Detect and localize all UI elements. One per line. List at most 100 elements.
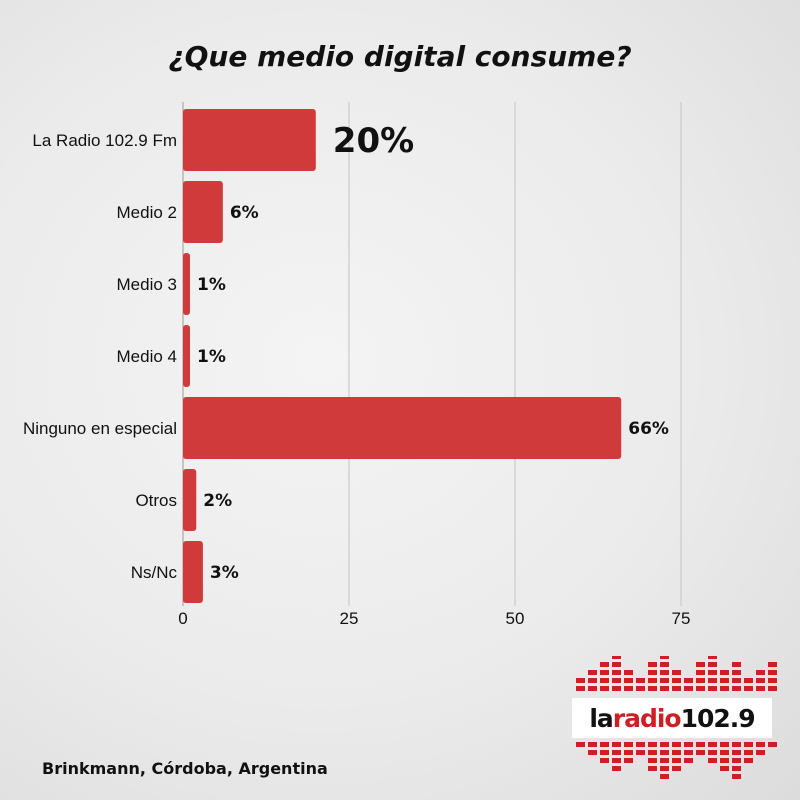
equalizer-block [624,742,633,747]
footer-location: Brinkmann, Córdoba, Argentina [42,759,328,778]
equalizer-block [684,742,693,747]
equalizer-block [732,758,741,763]
equalizer-block [648,678,657,683]
equalizer-block [648,662,657,667]
equalizer-block [588,750,597,755]
equalizer-block [600,758,609,763]
equalizer-block [576,686,585,691]
equalizer-block [624,750,633,755]
equalizer-block [744,758,753,763]
equalizer-block [612,750,621,755]
bar [183,469,197,531]
equalizer-block [708,758,717,763]
bar [183,397,622,459]
equalizer-block [600,742,609,747]
bar [183,541,203,603]
equalizer-block [660,654,669,659]
equalizer-block [672,678,681,683]
equalizer-block [648,766,657,771]
equalizer-block [708,670,717,675]
equalizer-graphic [576,654,777,779]
equalizer-block [624,758,633,763]
equalizer-block [696,750,705,755]
equalizer-block [576,742,585,747]
equalizer-block [696,670,705,675]
equalizer-block [660,766,669,771]
equalizer-block [768,742,777,747]
equalizer-block [576,678,585,683]
equalizer-block [720,742,729,747]
equalizer-block [660,758,669,763]
equalizer-block [684,678,693,683]
equalizer-block [768,670,777,675]
equalizer-block [732,750,741,755]
equalizer-block [612,670,621,675]
equalizer-block [696,686,705,691]
equalizer-block [684,750,693,755]
equalizer-block [624,678,633,683]
equalizer-block [612,678,621,683]
equalizer-block [600,686,609,691]
equalizer-block [684,686,693,691]
equalizer-block [732,670,741,675]
equalizer-block [636,742,645,747]
equalizer-block [612,662,621,667]
equalizer-block [672,670,681,675]
bar [183,181,223,243]
equalizer-block [732,686,741,691]
data-label: 20% [333,121,414,161]
equalizer-block [768,678,777,683]
equalizer-block [708,742,717,747]
category-label: Medio 4 [117,347,177,366]
category-label: Ns/Nc [131,563,178,582]
equalizer-block [732,662,741,667]
category-label: La Radio 102.9 Fm [32,131,177,150]
equalizer-block [720,750,729,755]
equalizer-block [660,678,669,683]
equalizer-block [600,678,609,683]
equalizer-block [660,686,669,691]
equalizer-block [756,750,765,755]
equalizer-block [720,678,729,683]
equalizer-block [624,670,633,675]
equalizer-block [600,662,609,667]
equalizer-block [708,750,717,755]
equalizer-block [648,670,657,675]
equalizer-block [672,742,681,747]
x-tick-label: 0 [178,609,187,628]
equalizer-block [708,662,717,667]
equalizer-block [636,750,645,755]
equalizer-block [720,766,729,771]
x-tick-label: 25 [340,609,359,628]
equalizer-block [744,742,753,747]
equalizer-block [696,678,705,683]
equalizer-block [732,742,741,747]
equalizer-block [648,750,657,755]
data-label: 3% [210,563,239,583]
data-label: 2% [203,491,232,511]
bar-chart: 0 25 50 75 La Radio 102.9 Fm 20% Medio 2 6% Medi… [23,102,690,628]
equalizer-block [696,662,705,667]
equalizer-block [588,686,597,691]
data-label: 6% [230,203,259,223]
equalizer-block [756,686,765,691]
logo-text-frequency: 102.9 [680,703,756,733]
equalizer-block [648,686,657,691]
equalizer-block [672,758,681,763]
equalizer-block [672,766,681,771]
equalizer-block [708,678,717,683]
equalizer-block [756,678,765,683]
equalizer-block [720,686,729,691]
category-label: Ninguno en especial [23,419,177,438]
logo-text-la: la [589,703,613,733]
equalizer-block [612,758,621,763]
equalizer-block [732,766,741,771]
chart-title: ¿Que medio digital consume? [168,40,632,73]
equalizer-block [636,686,645,691]
data-label: 66% [628,419,669,439]
brand-logo: laradio102.9 [568,654,778,782]
equalizer-block [612,742,621,747]
equalizer-block [756,742,765,747]
equalizer-block [732,678,741,683]
data-label: 1% [197,275,226,295]
